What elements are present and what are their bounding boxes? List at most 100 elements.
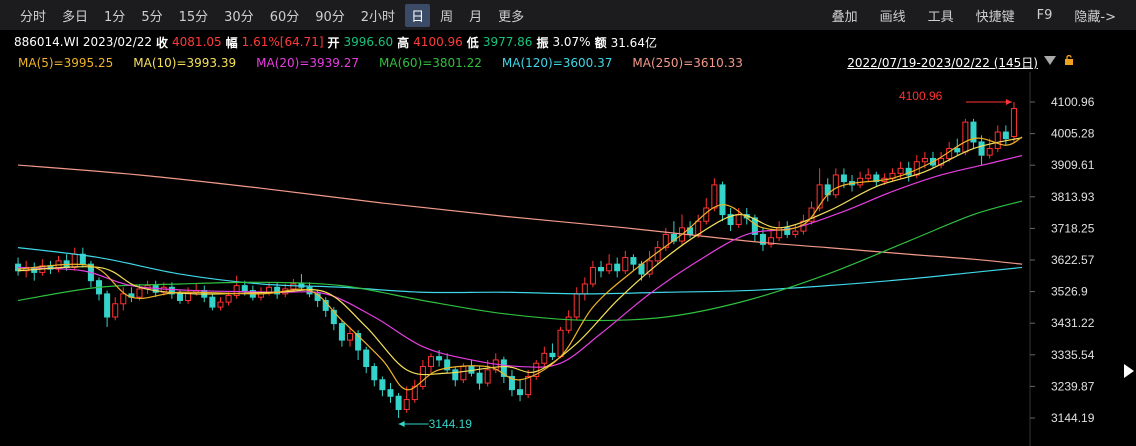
y-tick-label: 4100.96 (1051, 95, 1095, 109)
low-value: 3977.86 (482, 35, 533, 49)
period-tab-10[interactable]: 周 (440, 9, 454, 25)
candle-body (557, 329, 564, 358)
candle-body (840, 174, 847, 183)
candle-body (71, 253, 78, 268)
candle-body (233, 285, 240, 297)
candle-body (533, 362, 540, 377)
tool-menu: 叠加 画线 工具 快捷键 F9 隐藏-> (816, 0, 1122, 30)
ma-legend-item: MA(120)=3600.37 (501, 56, 613, 70)
candle-body (614, 263, 621, 272)
candle-body (711, 184, 718, 209)
candle-body (622, 257, 629, 272)
period-tab-4[interactable]: 15分 (178, 9, 209, 25)
tool-button-1[interactable]: 画线 (879, 9, 906, 25)
candle-body (120, 293, 127, 305)
code-date: 886014.WI 2023/02/22 (14, 35, 153, 49)
candle-body (589, 266, 596, 285)
candle-body (541, 352, 548, 364)
candle-body (735, 214, 742, 226)
amount-label: 额 (594, 35, 607, 50)
candle-body (411, 385, 418, 401)
ma120-line (17, 247, 1023, 295)
y-tick-label: 3431.22 (1051, 316, 1095, 330)
candle-body (549, 352, 556, 358)
tool-button-0[interactable]: 叠加 (831, 9, 858, 25)
period-tab-0[interactable]: 分时 (20, 9, 47, 25)
change-label: 幅 (225, 35, 238, 50)
candle-body (751, 217, 758, 235)
candle-body (209, 296, 216, 308)
period-tab-8[interactable]: 2小时 (360, 9, 396, 25)
candle-body (371, 366, 378, 381)
ma-legend: MA(5)=3995.25 MA(10)=3993.39 MA(20)=3939.2… (18, 54, 763, 72)
candle-body (525, 375, 532, 396)
period-tab-7[interactable]: 90分 (315, 9, 345, 25)
candle-body (857, 177, 864, 186)
period-tab-9[interactable]: 日 (405, 3, 431, 27)
tool-button-5[interactable]: 隐藏-> (1074, 9, 1116, 25)
ma60-line (17, 200, 1023, 322)
period-tab-1[interactable]: 多日 (62, 9, 89, 25)
y-tick-label: 3718.25 (1051, 221, 1095, 235)
candle-body (662, 233, 669, 249)
candle-body (241, 285, 248, 292)
candle-body (436, 356, 443, 361)
change-value: 1.61%[64.71] (241, 35, 324, 49)
y-tick-label: 3813.93 (1051, 190, 1095, 204)
period-tab-12[interactable]: 更多 (498, 9, 525, 25)
date-range-selector[interactable]: 2022/07/19-2023/02/22 (145日) (847, 56, 1038, 70)
candle-body (938, 157, 945, 166)
dropdown-arrow-icon[interactable] (1044, 56, 1056, 65)
y-tick-label: 3239.87 (1051, 379, 1095, 393)
candlestick-chart: 4100.96 4005.28 3909.61 3813.93 3718.25 3622.… (15, 72, 1095, 446)
candle-body (994, 131, 1001, 150)
close-value: 4081.05 (172, 35, 222, 49)
candle-body (954, 148, 961, 153)
lock-icon[interactable] (1064, 55, 1074, 65)
open-label: 开 (327, 35, 340, 50)
quote-info-row: 886014.WI 2023/02/22 收 4081.05 幅 1.61%[6… (14, 32, 661, 52)
candle-body (419, 366, 426, 387)
candle-body (225, 295, 232, 303)
candle-body (962, 121, 969, 153)
candle-body (517, 389, 524, 396)
candle-body (508, 375, 515, 391)
period-tab-5[interactable]: 30分 (224, 9, 254, 25)
low-marker-arrow (398, 421, 405, 427)
candle-body (816, 184, 823, 209)
open-value: 3996.60 (343, 35, 394, 49)
y-tick-label: 3622.57 (1051, 253, 1095, 267)
candle-body (347, 333, 354, 341)
candle-body (792, 230, 799, 235)
tool-button-2[interactable]: 工具 (927, 9, 954, 25)
candle-body (427, 356, 434, 368)
close-label: 收 (156, 35, 169, 50)
candle-body (274, 286, 281, 295)
candle-body (986, 148, 993, 156)
period-tab-6[interactable]: 60分 (269, 9, 300, 25)
play-icon[interactable] (1124, 364, 1134, 378)
y-tick-label: 3144.19 (1051, 411, 1095, 425)
candle-body (112, 303, 119, 318)
tool-button-3[interactable]: 快捷键 (975, 9, 1015, 25)
candle-body (719, 184, 726, 216)
candle-body (387, 389, 394, 397)
candle-body (1010, 108, 1017, 137)
candle-body (873, 174, 880, 183)
y-tick-label: 3526.9 (1051, 285, 1088, 299)
candle-body (573, 293, 580, 318)
ma20-line (18, 154, 1023, 368)
candle-body (598, 266, 605, 272)
high-value: 4100.96 (413, 35, 463, 49)
amplitude-label: 振 (536, 35, 549, 50)
y-tick-label: 4005.28 (1051, 127, 1095, 141)
period-tab-11[interactable]: 月 (469, 9, 483, 25)
candle-body (865, 174, 872, 179)
candle-body (565, 316, 572, 331)
candle-body (444, 359, 451, 371)
period-tab-3[interactable]: 5分 (141, 9, 163, 25)
low-annotation: 3144.19 (429, 417, 473, 431)
tool-button-4[interactable]: F9 (1036, 7, 1053, 23)
period-tab-2[interactable]: 1分 (104, 9, 126, 25)
ma-legend-item: MA(5)=3995.25 (18, 56, 114, 70)
